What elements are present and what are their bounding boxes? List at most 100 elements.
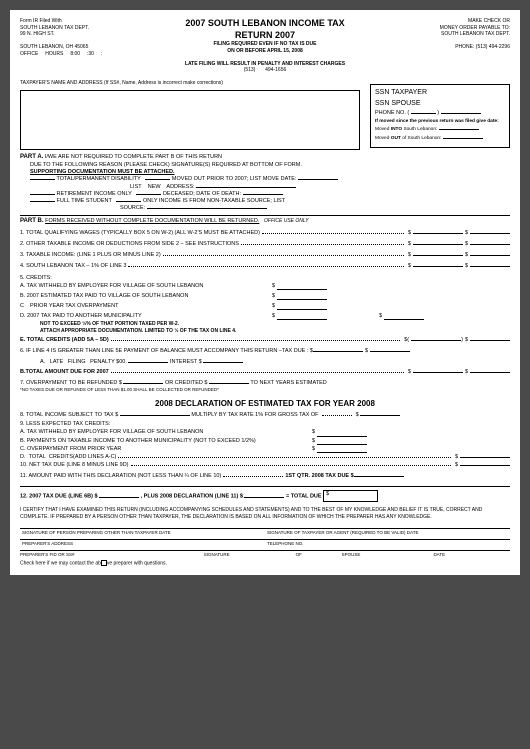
line11-qtr: 1ST QTR. 2008 TAX DUE $ bbox=[285, 473, 353, 480]
line1-office bbox=[470, 233, 510, 234]
moved-in-input[interactable] bbox=[439, 129, 479, 130]
prep-spouse-label: SPOUSE bbox=[342, 552, 434, 558]
line11-input[interactable] bbox=[354, 476, 404, 477]
line9d-total: TOTAL bbox=[29, 454, 46, 461]
line5c-label: PRIOR YEAR TAX OVERPAYMENT bbox=[30, 303, 270, 310]
moved-note: If moved since the previous return was f… bbox=[375, 119, 505, 125]
deceased-check[interactable] bbox=[136, 194, 161, 195]
line2-label: 2. OTHER TAXABLE INCOME OR DEDUCTIONS FR… bbox=[20, 241, 239, 248]
line5c-letter: C bbox=[20, 303, 30, 310]
line4-office bbox=[470, 266, 510, 267]
line6b-input[interactable] bbox=[413, 372, 463, 373]
line9a-label: A. TAX WITHHELD BY EMPLOYER FOR VILLAGE … bbox=[20, 429, 310, 436]
taxpayer-section: SSN TAXPAYER SSN SPOUSE PHONE NO. ( ) If… bbox=[20, 80, 510, 151]
source-input[interactable] bbox=[147, 208, 267, 209]
phone-num-input[interactable] bbox=[441, 113, 481, 114]
office-label: OFFICE bbox=[20, 51, 38, 57]
line9b-label: B. PAYMENTS ON TAXABLE INCOME TO ANOTHER… bbox=[20, 438, 310, 445]
line5e-label: E. TOTAL CREDITS (ADD 5A – 5D) bbox=[20, 337, 109, 344]
line2-office bbox=[470, 244, 510, 245]
line6a-pen: PENALTY $00. bbox=[90, 359, 127, 365]
part-a-support: SUPPORTING DOCUMENTATION MUST BE ATTACHE… bbox=[30, 169, 510, 176]
total-due-box[interactable]: $ bbox=[323, 490, 378, 502]
line1-input[interactable] bbox=[413, 233, 463, 234]
line4-label: 4. SOUTH LEBANON TAX – 1% OF LINE 3 bbox=[20, 263, 126, 270]
line9b-input[interactable] bbox=[317, 438, 367, 445]
line10-input[interactable] bbox=[460, 465, 510, 466]
line5d-input[interactable] bbox=[277, 313, 327, 320]
line7b-label: OR CREDITED $ bbox=[165, 380, 207, 386]
addr-label: ADDRESS: bbox=[166, 184, 194, 190]
line5d-label: D. 2007 TAX PAID TO ANOTHER MUNICIPALITY bbox=[20, 313, 270, 320]
new-label: NEW bbox=[148, 184, 161, 190]
line12c-label: = TOTAL DUE bbox=[286, 494, 322, 500]
ssn-box: SSN TAXPAYER SSN SPOUSE PHONE NO. ( ) If… bbox=[370, 84, 510, 148]
line6a-pen-input[interactable] bbox=[128, 362, 168, 363]
line3-office bbox=[470, 255, 510, 256]
disability-label: TOTAL/PERMANENT DISABILITY bbox=[56, 176, 140, 182]
deceased-date[interactable] bbox=[243, 194, 283, 195]
student-label: FULL TIME STUDENT bbox=[57, 198, 112, 204]
line3-input[interactable] bbox=[413, 255, 463, 256]
line5e-input[interactable] bbox=[411, 340, 461, 341]
moved-in-label: Moved INTO South Lebanon: bbox=[375, 127, 437, 132]
phone-no-label: PHONE NO. ( bbox=[375, 110, 409, 116]
line8-input[interactable] bbox=[120, 415, 190, 416]
phone-label: PHONE: (513) 494-2296 bbox=[347, 44, 510, 51]
check-label: Check here if we may contact the ab bbox=[20, 560, 101, 566]
line5a-input[interactable] bbox=[277, 283, 327, 290]
moved-prior-date[interactable] bbox=[298, 179, 338, 180]
line9d-input[interactable] bbox=[460, 457, 510, 458]
line6a-late: LATE bbox=[50, 359, 63, 365]
line6a-a: A. bbox=[40, 359, 45, 365]
line6b-office bbox=[470, 372, 510, 373]
moved-out-input[interactable] bbox=[443, 138, 483, 139]
sig1-label: SIGNATURE OF PERSON PREPARING OTHER THAN… bbox=[20, 530, 265, 536]
part-b-warn: FORMS RECEIVED WITHOUT COMPLETE DOCUMENT… bbox=[45, 218, 259, 224]
line4-input[interactable] bbox=[413, 266, 463, 267]
phone1: (513) bbox=[244, 67, 256, 73]
line5b-label: B. 2007 ESTIMATED TAX PAID TO VILLAGE OF… bbox=[20, 293, 270, 300]
student-check[interactable] bbox=[30, 201, 55, 202]
line6a-filing: FILING bbox=[68, 359, 86, 365]
part-a: PART A. I/WE ARE NOT REQUIRED TO COMPLET… bbox=[20, 154, 510, 212]
retirement-check[interactable] bbox=[30, 194, 55, 195]
line9d-d: D. bbox=[20, 454, 26, 461]
form-title: 2007 SOUTH LEBANON INCOME TAX RETURN 200… bbox=[183, 18, 346, 41]
line12-input1[interactable] bbox=[99, 497, 139, 498]
line7-refund-input[interactable] bbox=[123, 383, 163, 384]
nontax-label: ONLY INCOME IS FROM NON-TAXABLE SOURCE; … bbox=[143, 198, 285, 204]
line9a-input[interactable] bbox=[317, 429, 367, 436]
part-b: PART B. FORMS RECEIVED WITHOUT COMPLETE … bbox=[20, 215, 510, 393]
moved-prior-check[interactable] bbox=[145, 179, 170, 180]
line6b-label: B.TOTAL AMOUNT DUE FOR 2007 bbox=[20, 369, 109, 376]
line11-label: 11. AMOUNT PAID WITH THIS DECLARATION (N… bbox=[20, 473, 221, 480]
nontax-check[interactable] bbox=[116, 201, 141, 202]
line12-input2[interactable] bbox=[244, 497, 284, 498]
line5d-office bbox=[384, 313, 424, 320]
line9c-input[interactable] bbox=[317, 446, 367, 453]
line5e-office bbox=[470, 340, 510, 341]
line9c-label: C. OVERPAYMENT FROM PRIOR YEAR bbox=[20, 446, 310, 453]
new-addr-input[interactable] bbox=[196, 187, 296, 188]
line5b-input[interactable] bbox=[277, 293, 327, 300]
phone-area-input[interactable] bbox=[411, 113, 436, 114]
prep-of-label: OF bbox=[296, 552, 342, 558]
prep-fid-label: PREPARER'S FID OR SS# bbox=[20, 552, 204, 558]
line6a-int-input[interactable] bbox=[203, 362, 243, 363]
hours2: :30 bbox=[87, 51, 94, 57]
part-a-title: PART A. bbox=[20, 154, 43, 160]
line5a-label: A. TAX WITHHELD BY EMPLOYER FOR VILLAGE … bbox=[20, 283, 270, 290]
office-use: OFFICE USE ONLY bbox=[264, 218, 309, 224]
line12b-label: , PLUS 2008 DECLARATION (LINE 11) $ bbox=[141, 494, 243, 500]
moved-prior-label: MOVED OUT PRIOR TO 2007; LIST MOVE DATE: bbox=[172, 176, 297, 182]
line5c-input[interactable] bbox=[277, 303, 327, 310]
line7-credit-input[interactable] bbox=[209, 383, 249, 384]
line2-input[interactable] bbox=[413, 244, 463, 245]
line6-input[interactable] bbox=[313, 351, 363, 352]
line8c-input[interactable] bbox=[360, 415, 400, 416]
prep-date-label: DATE bbox=[433, 552, 510, 558]
disability-check[interactable] bbox=[30, 179, 55, 180]
address-input-box[interactable] bbox=[20, 90, 360, 150]
hours3: : bbox=[101, 51, 102, 57]
